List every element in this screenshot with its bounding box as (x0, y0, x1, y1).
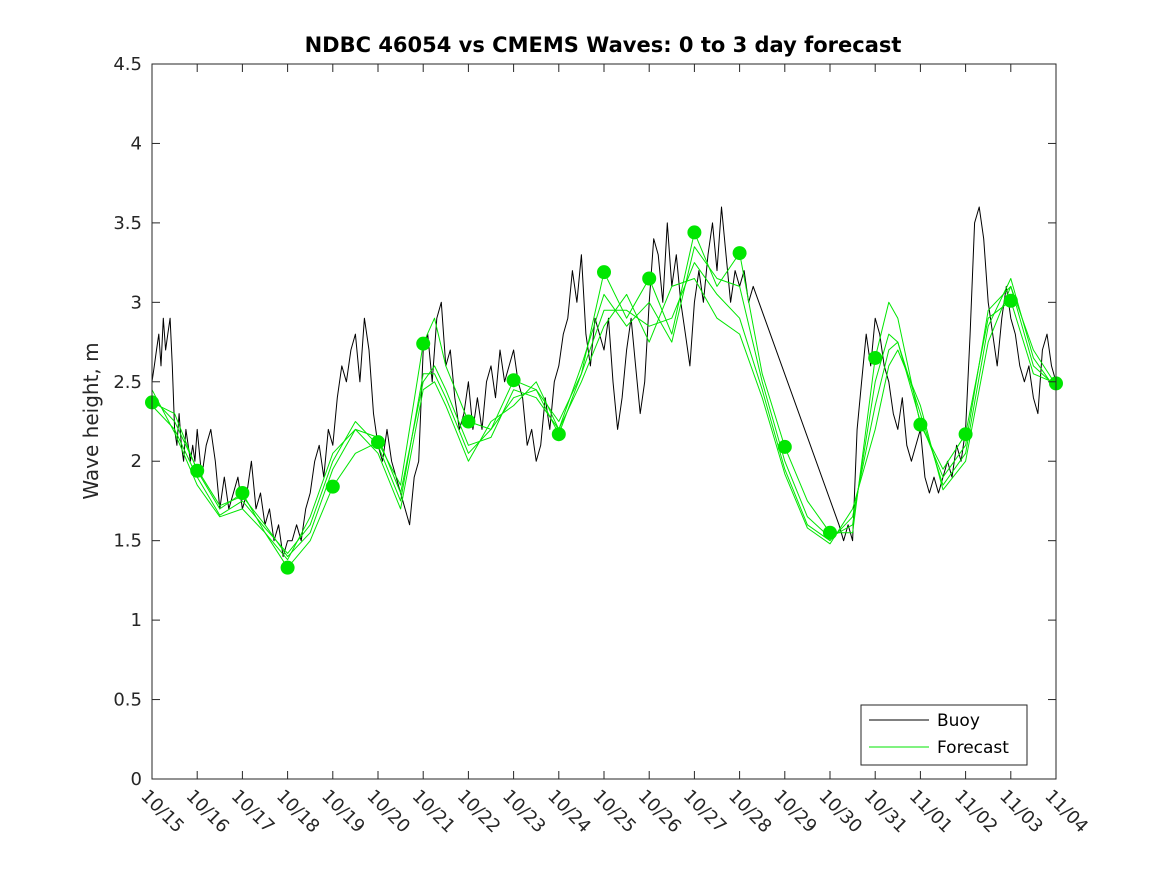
forecast-marker (777, 439, 792, 454)
forecast-marker (1003, 293, 1018, 308)
y-axis-label: Wave height, m (79, 342, 103, 499)
forecast-marker (551, 427, 566, 442)
forecast-series-line-3 (151, 262, 1057, 554)
y-axis-ticks: 0 0.5 1 1.5 2 2.5 3 3.5 4 4.5 (113, 54, 1056, 790)
forecast-marker (280, 560, 295, 575)
forecast-marker (190, 463, 205, 478)
legend-buoy-label: Buoy (937, 711, 980, 731)
forecast-marker (687, 225, 702, 240)
forecast-series-line-4 (151, 278, 1057, 561)
forecast-marker (325, 479, 340, 494)
forecast-marker (823, 525, 837, 540)
y-tick-label: 2.5 (113, 372, 142, 393)
forecast-marker (506, 373, 521, 388)
legend: Buoy Forecast (860, 704, 1028, 766)
forecast-marker (371, 435, 385, 450)
forecast-marker (642, 271, 657, 286)
forecast-marker (416, 336, 431, 351)
legend-forecast-label: Forecast (937, 738, 1009, 758)
y-tick-label: 1 (131, 610, 142, 631)
y-tick-label: 0 (131, 769, 142, 790)
plot-area (145, 206, 1063, 575)
forecast-marker (732, 246, 747, 261)
forecast-marker (597, 265, 611, 280)
buoy-series-line (151, 206, 1057, 558)
y-tick-label: 0.5 (113, 690, 142, 711)
forecast-marker (235, 486, 250, 500)
forecast-marker (868, 350, 883, 365)
forecast-marker (958, 427, 973, 442)
legend-box (860, 704, 1028, 766)
y-tick-label: 2 (131, 451, 142, 472)
y-tick-label: 4 (131, 133, 142, 154)
y-tick-label: 3 (131, 292, 142, 313)
chart-title: NDBC 46054 vs CMEMS Waves: 0 to 3 day fo… (305, 33, 902, 57)
y-tick-label: 1.5 (113, 531, 142, 552)
forecast-marker (913, 417, 928, 432)
y-tick-label: 4.5 (113, 54, 142, 75)
forecast-marker (461, 414, 476, 429)
y-tick-label: 3.5 (113, 213, 142, 234)
